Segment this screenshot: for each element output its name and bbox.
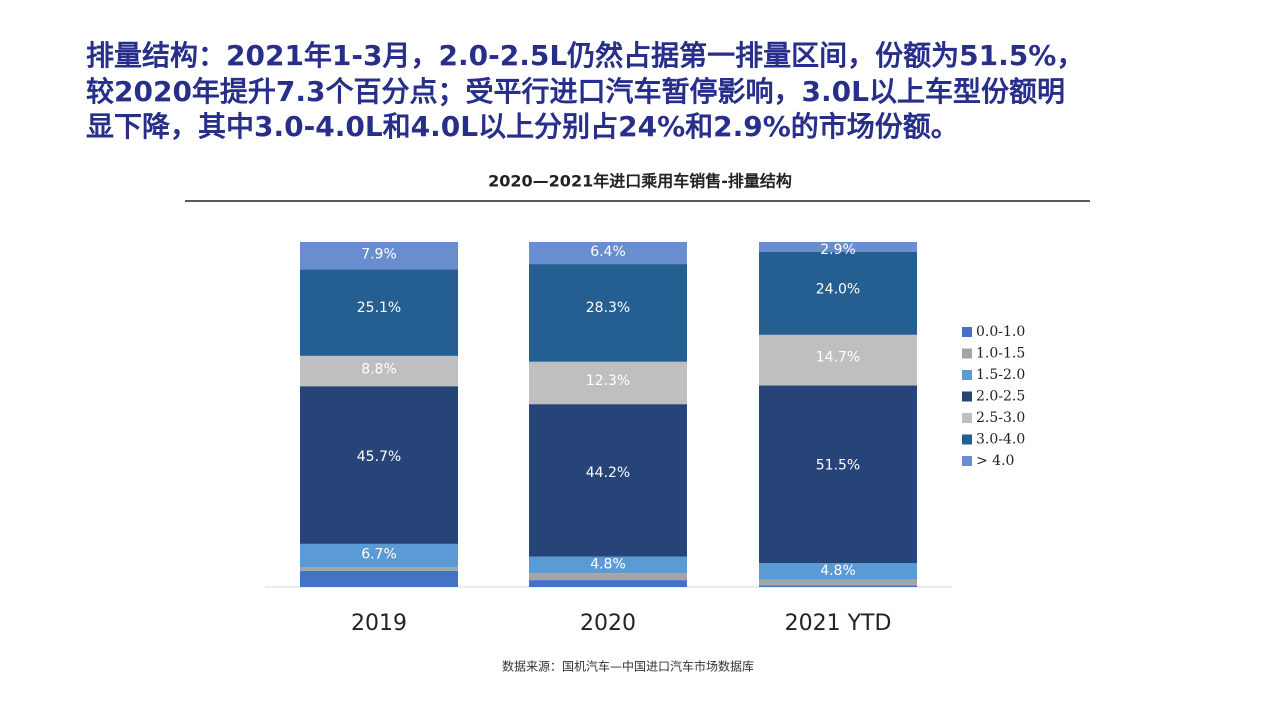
value-label: 8.8% [361,362,397,378]
source: 数据来源：国机汽车—中国进口汽车市场数据库 [502,659,754,674]
value-label: 6.7% [361,546,397,562]
bar-segment [759,242,917,253]
x-tick-label: 2020 [580,611,636,636]
bar-segment [529,580,687,587]
value-label: 14.7% [816,350,860,366]
bar-segment [300,269,458,356]
bar-segment [759,563,917,580]
headline-line: 显下降，其中3.0-4.0L和4.0L以上分别占24%和2.9%的市场份额。 [86,110,959,143]
legend-label: 1.0-1.5 [976,346,1025,362]
value-label: 51.5% [816,457,860,473]
value-label: 4.8% [820,563,856,579]
value-label: 6.4% [590,244,626,260]
x-tick-label: 2021 YTD [785,611,892,636]
legend-swatch [962,413,972,423]
bar-segment [529,361,687,405]
bar-segment [759,585,917,587]
headline-line: 较2020年提升7.3个百分点；受平行进口汽车暂停影响，3.0L以上车型份额明 [86,75,1065,108]
bar-segment [300,543,458,567]
legend-swatch [962,434,972,445]
legend-label: 2.0-2.5 [976,389,1025,405]
bar-segment [529,573,687,581]
chart-title: 2020—2021年进口乘用车销售-排量结构 [488,172,792,191]
bar-segment [529,404,687,557]
legend-label: 0.0-1.0 [976,324,1025,340]
legend-label: 2.5-3.0 [976,410,1025,426]
bar-segment [300,570,458,587]
legend-label: > 4.0 [976,453,1014,469]
bar-segment [300,566,458,571]
value-label: 4.8% [590,557,626,573]
bar-segment [529,556,687,574]
legend-swatch [962,370,972,380]
bar-segment [300,242,458,270]
legend-swatch [962,391,972,402]
bar-segment [759,385,917,564]
bar-segment [759,579,917,586]
legend-label: 3.0-4.0 [976,432,1025,448]
legend-swatch [962,327,972,337]
x-tick-label: 2019 [351,611,407,636]
value-label: 2.9% [820,242,856,258]
value-label: 12.3% [586,373,630,389]
bar-segment [759,334,917,386]
bar-segment [300,386,458,544]
bar-segment [529,242,687,265]
legend-label: 1.5-2.0 [976,367,1025,383]
value-label: 7.9% [361,246,397,262]
bar-segment [529,264,687,362]
value-label: 28.3% [586,300,630,316]
value-label: 45.7% [357,449,401,465]
bar-segment [759,252,917,335]
bar-segment [300,355,458,387]
value-label: 25.1% [357,300,401,316]
legend-swatch [962,456,972,466]
headline-line: 排量结构：2021年1-3月，2.0-2.5L仍然占据第一排量区间，份额为51.… [86,39,1084,72]
value-label: 44.2% [586,465,630,481]
legend-swatch [962,348,972,359]
value-label: 24.0% [816,281,860,297]
